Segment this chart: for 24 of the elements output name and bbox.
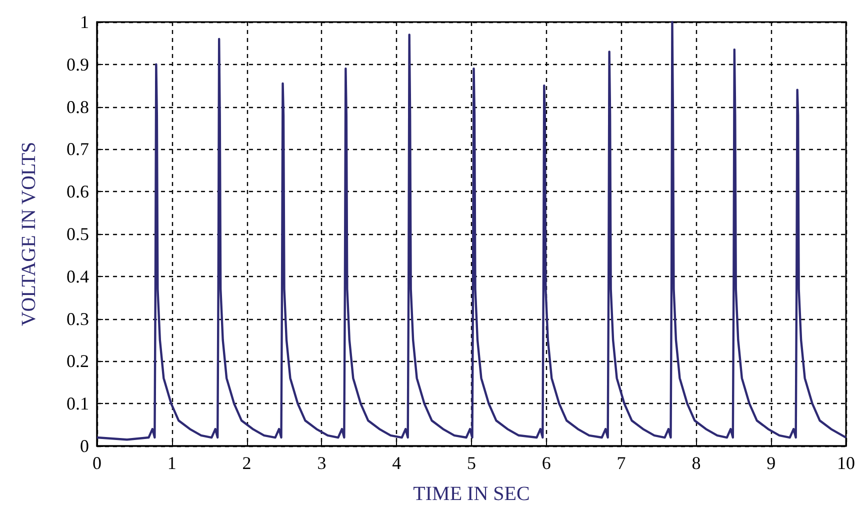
x-tick-label: 0 bbox=[92, 453, 102, 473]
x-tick-label: 10 bbox=[837, 453, 855, 473]
y-tick-label: 0.3 bbox=[66, 308, 89, 329]
x-axis-title: TIME IN SEC bbox=[413, 483, 530, 505]
x-tick-label: 1 bbox=[167, 453, 176, 473]
y-tick-label: 0.8 bbox=[66, 96, 89, 117]
y-tick-label: 0.4 bbox=[66, 266, 89, 286]
y-tick-label: 1 bbox=[80, 12, 89, 32]
x-tick-label: 2 bbox=[242, 453, 252, 473]
y-tick-label: 0.5 bbox=[66, 224, 89, 244]
y-tick-label: 0.6 bbox=[66, 182, 89, 202]
x-tick-label: 6 bbox=[542, 453, 551, 473]
y-tick-label: 0 bbox=[80, 436, 89, 456]
x-tick-label: 4 bbox=[392, 453, 402, 473]
x-tick-label: 5 bbox=[467, 453, 476, 473]
y-tick-label: 0.2 bbox=[66, 351, 89, 372]
x-tick-label: 7 bbox=[616, 453, 626, 473]
y-tick-label: 0.7 bbox=[66, 139, 89, 160]
y-tick-label: 0.9 bbox=[66, 54, 89, 74]
x-tick-label: 9 bbox=[766, 453, 776, 473]
x-tick-label: 3 bbox=[317, 453, 326, 473]
x-tick-label: 8 bbox=[692, 453, 701, 473]
y-axis-title: VOLTAGE IN VOLTS bbox=[18, 142, 40, 326]
y-tick-label: 0.1 bbox=[66, 394, 89, 414]
